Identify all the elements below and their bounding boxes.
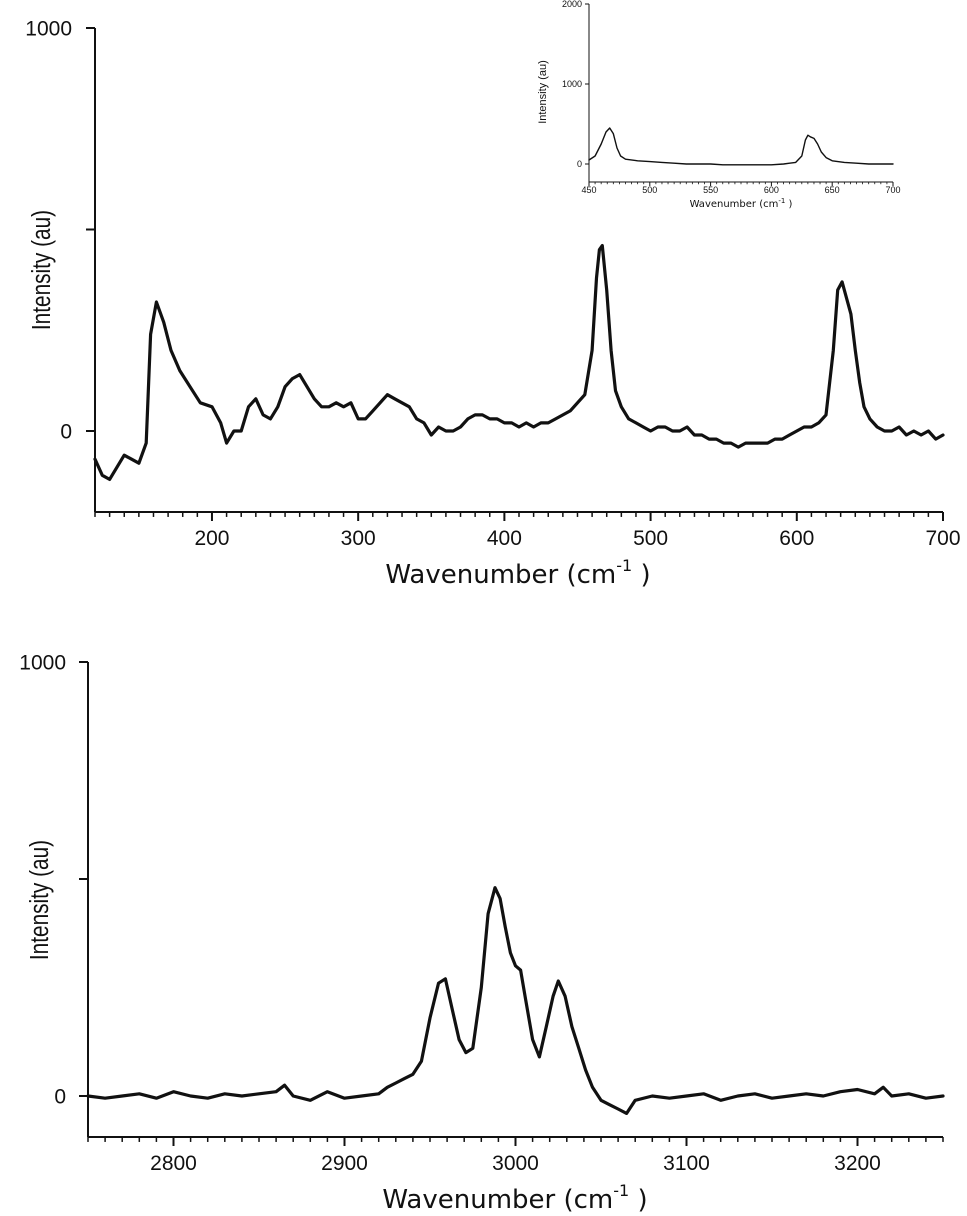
bottom-xlabel: Wavenumber (cm-1 )	[382, 1181, 647, 1215]
top-x-tick-label: 600	[779, 527, 814, 550]
bottom-axes	[87, 662, 943, 1138]
bottom-y-tick-label: 0	[54, 1085, 66, 1108]
bottom-x-tick-label: 2800	[150, 1152, 197, 1175]
top-xlabel-main: Wavenumber (cm	[385, 560, 616, 590]
top-x-tick-label: 500	[633, 527, 668, 550]
inset-x-tick-label: 650	[825, 185, 840, 195]
inset-x-tick-label: 450	[581, 185, 596, 195]
bottom-ylabel: Intensity (au)	[25, 840, 54, 960]
inset-x-ticks: 450 500 550 600 650 700	[581, 182, 901, 195]
inset-background	[560, 0, 910, 212]
inset-ylabel: Intensity (au)	[537, 60, 549, 124]
inset-series-group	[588, 127, 894, 166]
bottom-series-line-0	[86, 886, 945, 1115]
top-y-tick-label: 1000	[25, 17, 72, 40]
inset-y-tick-label: 0	[577, 159, 582, 169]
top-series-group	[93, 244, 945, 481]
bottom-xlabel-close: )	[629, 1185, 647, 1215]
top-x-tick-label: 300	[341, 527, 376, 550]
inset-x-tick-label: 550	[703, 185, 718, 195]
bottom-chart: 2800 2900 3000 3100 3200 1000 0 Intensity (au…	[19, 651, 945, 1215]
inset-series-line-0	[588, 127, 894, 166]
inset-x-tick-label: 700	[885, 185, 900, 195]
bottom-xlabel-superscript: -1	[613, 1181, 629, 1200]
top-xlabel-superscript: -1	[616, 556, 632, 575]
inset-xlabel-superscript: -1	[778, 197, 785, 205]
bottom-x-tick-label: 3200	[834, 1152, 881, 1175]
top-xlabel: Wavenumber (cm-1 )	[385, 556, 650, 590]
top-y-ticks: 1000 0	[25, 17, 95, 443]
bottom-series-group	[86, 886, 945, 1115]
bottom-y-ticks: 1000 0	[19, 651, 88, 1108]
bottom-xlabel-main: Wavenumber (cm	[382, 1185, 613, 1215]
inset-y-tick-label: 1000	[562, 79, 582, 89]
top-y-tick-label: 0	[60, 420, 72, 443]
top-x-ticks: 200 300 400 500 600 700	[94, 512, 961, 550]
top-xlabel-close: )	[632, 560, 650, 590]
inset-xlabel-close: )	[785, 199, 792, 210]
inset-xlabel: Wavenumber (cm-1 )	[690, 197, 793, 210]
bottom-x-ticks: 2800 2900 3000 3100 3200	[87, 1137, 944, 1175]
top-x-tick-label: 700	[925, 527, 960, 550]
inset-x-tick-label: 600	[764, 185, 779, 195]
inset-xlabel-main: Wavenumber (cm	[690, 199, 779, 210]
inset-x-tick-label: 500	[642, 185, 657, 195]
inset-y-ticks: 2000 1000 0	[562, 0, 589, 169]
inset-chart: 450 500 550 600 650 700 2000 1000 0 Intensity (…	[537, 0, 910, 212]
bottom-y-tick-label: 1000	[19, 651, 66, 674]
top-ylabel: Intensity (au)	[27, 210, 56, 330]
bottom-x-tick-label: 2900	[321, 1152, 368, 1175]
inset-y-tick-label: 2000	[562, 0, 582, 9]
bottom-x-tick-label: 3000	[492, 1152, 539, 1175]
bottom-x-tick-label: 3100	[663, 1152, 710, 1175]
top-x-tick-label: 200	[194, 527, 229, 550]
top-series-line-0	[93, 244, 945, 481]
top-x-tick-label: 400	[487, 527, 522, 550]
